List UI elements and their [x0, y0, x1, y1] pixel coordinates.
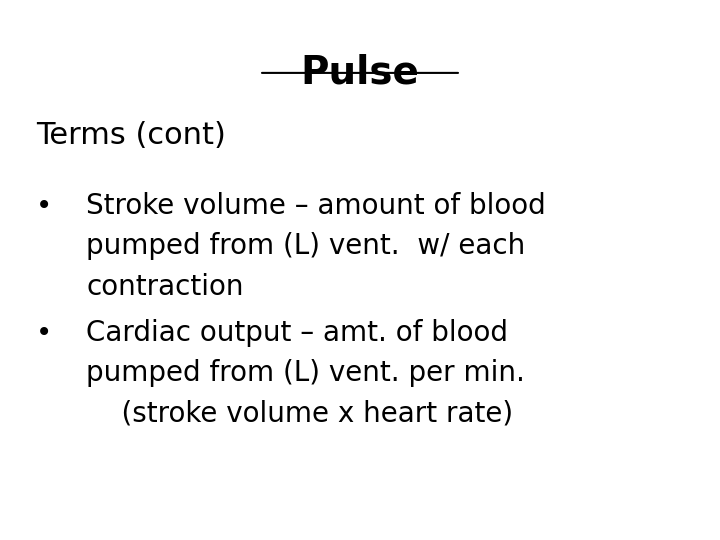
- Text: pumped from (L) vent.  w/ each: pumped from (L) vent. w/ each: [86, 232, 526, 260]
- Text: pumped from (L) vent. per min.: pumped from (L) vent. per min.: [86, 359, 526, 387]
- Text: Terms (cont): Terms (cont): [36, 122, 226, 151]
- Text: •: •: [36, 192, 53, 220]
- Text: contraction: contraction: [86, 273, 244, 301]
- Text: Pulse: Pulse: [300, 54, 420, 92]
- Text: Cardiac output – amt. of blood: Cardiac output – amt. of blood: [86, 319, 508, 347]
- Text: (stroke volume x heart rate): (stroke volume x heart rate): [86, 400, 513, 428]
- Text: •: •: [36, 319, 53, 347]
- Text: Stroke volume – amount of blood: Stroke volume – amount of blood: [86, 192, 546, 220]
